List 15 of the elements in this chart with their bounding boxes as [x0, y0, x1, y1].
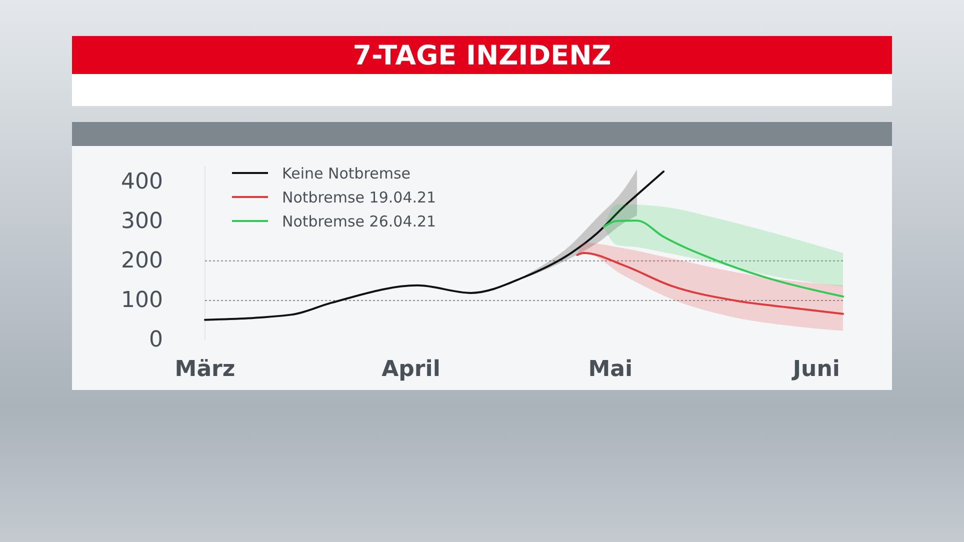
y-tick-label: 100 [121, 288, 163, 313]
y-tick-label: 200 [121, 248, 163, 274]
x-tick-label: Juni [790, 357, 840, 382]
legend-label: Notbremse 19.04.21 [282, 188, 436, 206]
chart-title: 7-TAGE INZIDENZ [352, 40, 612, 72]
y-tick-label: 300 [121, 208, 163, 234]
y-tick-label: 0 [149, 328, 163, 352]
x-tick-label: April [382, 357, 440, 382]
x-tick-label: Mai [588, 357, 633, 382]
legend-label: Keine Notbremse [282, 164, 411, 182]
legend-label: Notbremse 26.04.21 [282, 212, 436, 230]
line-series [576, 252, 844, 315]
x-tick-label: März [174, 357, 236, 382]
line-series [602, 220, 844, 298]
y-tick-label: 400 [121, 169, 163, 194]
